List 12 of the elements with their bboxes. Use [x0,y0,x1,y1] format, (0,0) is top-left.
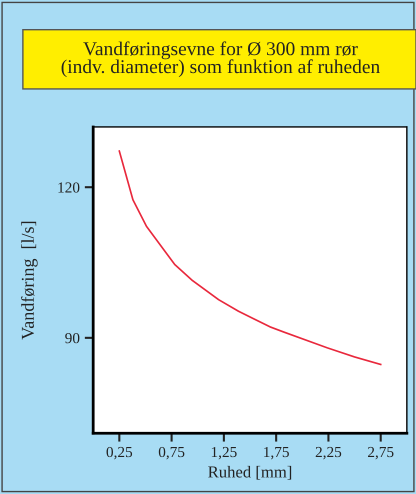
x-axis-title: Ruhed [mm] [208,466,292,480]
x-tick-label: 2,25 [316,446,342,460]
y-axis-title: Vandføring [l/s] [21,222,38,340]
x-tick-label: 0,75 [158,446,184,460]
line-series [118,150,382,366]
y-tick-label: 90 [65,332,80,344]
x-tick-label: 0,25 [106,446,132,460]
chart-title: Vandføringsevne for Ø 300 mm rør (indv. diameter) som funktion af ruheden [62,41,380,78]
x-tick-label: 2,75 [368,446,394,460]
y-tick-label: 120 [58,182,80,193]
x-tick-label: 1,75 [264,446,289,460]
x-tick-label: 1,25 [212,446,237,460]
